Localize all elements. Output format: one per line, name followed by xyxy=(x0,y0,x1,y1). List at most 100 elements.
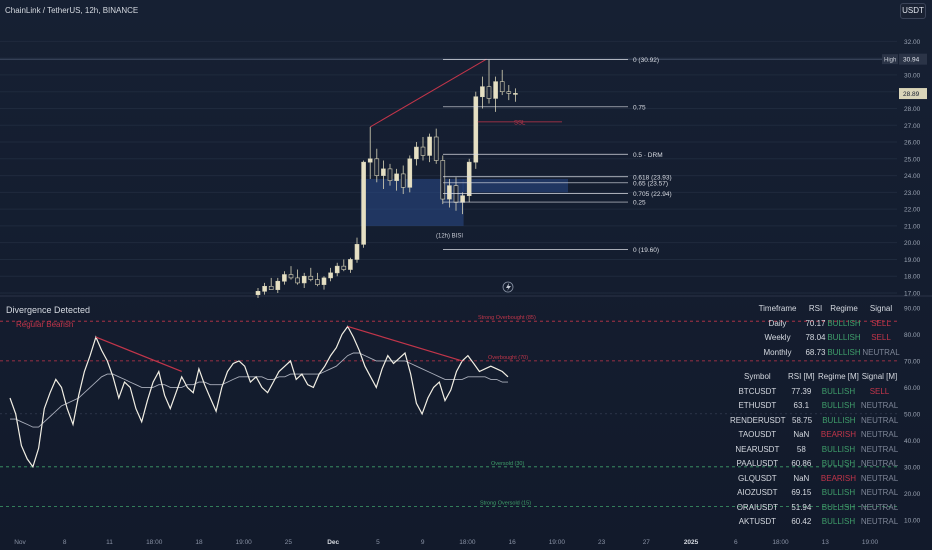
sym-cell-signal: NEUTRAL xyxy=(860,517,899,526)
fib-level-label: 0.25 xyxy=(633,200,646,207)
sym-cell-rsi: 60.42 xyxy=(791,517,812,526)
rsi-level-label: Strong Overbought (85) xyxy=(478,315,536,321)
sym-cell-signal: NEUTRAL xyxy=(860,473,899,483)
divergence-line xyxy=(347,325,463,362)
sym-cell-signal: NEUTRAL xyxy=(860,430,899,439)
sym-cell-regime: BULLISH xyxy=(821,488,856,497)
candle-body xyxy=(480,86,485,98)
time-tick-label: 18:00 xyxy=(146,539,163,546)
high-label: High xyxy=(884,58,896,64)
tf-header-signal: Signal xyxy=(869,304,893,313)
fib-level-label: 0 (19.60) xyxy=(633,247,659,254)
candle-body xyxy=(321,277,327,285)
symbol-table-row: NEARUSDT 58 BULLISH NEUTRAL xyxy=(730,443,900,458)
sym-cell-rsi: 77.39 xyxy=(791,386,812,396)
lightning-icon-glyph xyxy=(506,283,511,291)
time-tick-label: 27 xyxy=(643,539,651,546)
price-tick-label: 27.00 xyxy=(904,123,921,130)
time-tick-label: 18 xyxy=(195,539,203,546)
bisi-label: (12h) BISI xyxy=(436,234,463,240)
sym-cell-signal: SELL xyxy=(869,386,890,396)
divergence-line xyxy=(95,336,182,373)
price-tick-label: 22.00 xyxy=(904,207,921,214)
candle-body xyxy=(328,272,333,279)
candle-body xyxy=(506,91,512,94)
time-tick-label: 18:00 xyxy=(459,539,476,546)
sym-cell-regime: BULLISH xyxy=(822,415,856,425)
sym-cell-rsi: 60.86 xyxy=(791,459,812,468)
candle-body xyxy=(295,277,300,284)
candle-body xyxy=(447,185,452,200)
time-tick-label: 25 xyxy=(285,539,293,546)
candle-body xyxy=(308,275,314,280)
last-price-box xyxy=(899,88,927,100)
price-tick-label: 17.00 xyxy=(904,291,921,298)
tf-cell-timeframe: Weekly xyxy=(764,333,791,342)
fib-level-label: 0.705 (22.94) xyxy=(633,191,672,198)
timeframe-table-row: Daily 70.17 BULLISH SELL xyxy=(750,317,900,332)
price-tick-label: 19.00 xyxy=(904,257,921,264)
sym-cell-signal: NEUTRAL xyxy=(860,488,899,497)
timeframe-table-header: Timeframe RSI Regime Signal xyxy=(750,302,900,317)
time-tick-label: 5 xyxy=(376,539,380,546)
tf-cell-regime: BULLISH xyxy=(827,333,861,342)
last-price-label: 28.89 xyxy=(903,91,920,98)
sym-cell-signal: NEUTRAL xyxy=(860,502,899,512)
tf-cell-timeframe: Daily xyxy=(768,318,787,328)
rsi-tick-label: 40.00 xyxy=(904,438,921,445)
symbol-table-row: TAOUSDT NaN BEARISH NEUTRAL xyxy=(730,428,900,443)
symbol-table-row: AIOZUSDT 69.15 BULLISH NEUTRAL xyxy=(730,486,900,501)
price-tick-label: 30.00 xyxy=(904,72,921,79)
sym-cell-regime: BEARISH xyxy=(820,430,857,439)
symbol-table-row: ORAIUSDT 51.94 BULLISH NEUTRAL xyxy=(730,501,900,516)
sym-cell-rsi: 63.1 xyxy=(793,401,810,410)
price-tick-label: 18.00 xyxy=(904,274,921,281)
time-tick-label: 9 xyxy=(421,539,425,546)
sym-cell-signal: NEUTRAL xyxy=(860,401,899,410)
sym-cell-regime: BULLISH xyxy=(821,386,856,396)
symbol-table: Symbol RSI [M] Regime [M] Signal [M] BTC… xyxy=(730,370,900,530)
candle-body xyxy=(301,275,307,284)
sym-cell-symbol: GLQUSDT xyxy=(738,473,777,483)
sym-cell-symbol: TAOUSDT xyxy=(738,430,777,439)
time-tick-label: Nov xyxy=(14,539,26,546)
candle-body xyxy=(367,158,373,163)
currency-button[interactable]: USDT xyxy=(900,3,926,19)
sym-cell-rsi: 58.75 xyxy=(792,415,813,425)
fib-level-label: 0.75 xyxy=(633,104,646,111)
rsi-tick-label: 10.00 xyxy=(904,517,921,524)
rsi-ma-line xyxy=(10,352,508,428)
candle-body xyxy=(499,81,505,93)
rsi-tick-label: 50.00 xyxy=(904,411,921,418)
price-tick-label: 32.00 xyxy=(904,39,921,46)
sym-cell-signal: NEUTRAL xyxy=(860,459,899,468)
rsi-level-label: Strong Oversold (15) xyxy=(480,501,531,507)
sym-cell-signal: NEUTRAL xyxy=(860,415,899,425)
price-tick-label: 20.00 xyxy=(904,240,921,247)
rsi-tick-label: 80.00 xyxy=(904,332,921,339)
price-tick-label: 21.00 xyxy=(904,223,921,230)
rsi-tick-label: 20.00 xyxy=(904,491,921,498)
time-tick-label: 18:00 xyxy=(772,539,789,546)
symbol-table-header: Symbol RSI [M] Regime [M] Signal [M] xyxy=(730,370,900,385)
symbol-table-row: PAALUSDT 60.86 BULLISH NEUTRAL xyxy=(730,457,900,472)
fib-level-label: 0.5 · DRM xyxy=(633,152,663,159)
high-label-box xyxy=(882,54,898,65)
time-tick-label: 16 xyxy=(508,539,516,546)
time-tick-label: 13 xyxy=(822,539,830,546)
lightning-icon xyxy=(502,281,514,293)
sym-cell-symbol: ETHUSDT xyxy=(738,401,777,410)
rsi-level-label: Overbought (70) xyxy=(488,355,528,361)
price-tick-label: 28.00 xyxy=(904,106,921,113)
sym-cell-signal: NEUTRAL xyxy=(860,444,899,454)
sym-cell-rsi: NaN xyxy=(793,430,810,439)
tf-cell-rsi: 68.73 xyxy=(805,347,826,357)
timeframe-table-row: Weekly 78.04 BULLISH SELL xyxy=(750,331,900,346)
price-tick-label: 26.00 xyxy=(904,140,921,147)
candle-body xyxy=(262,285,267,292)
candle-body xyxy=(513,93,518,95)
time-tick-label: 2025 xyxy=(684,539,699,546)
indicator-subtitle: Regular Bearish xyxy=(16,320,74,329)
candle-body xyxy=(427,136,432,156)
